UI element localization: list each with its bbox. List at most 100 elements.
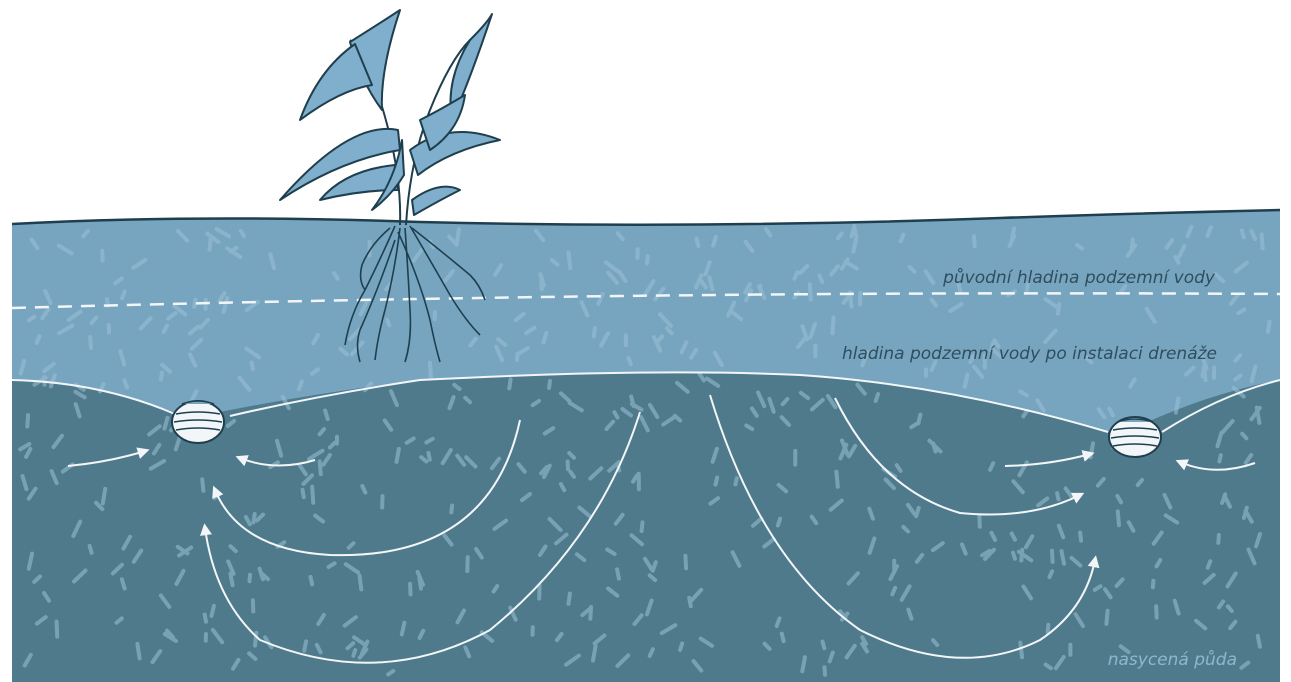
soil-texture-stroke xyxy=(898,232,906,244)
soil-texture-stroke xyxy=(121,534,133,551)
soil-texture-stroke xyxy=(1266,319,1272,334)
soil-texture-stroke xyxy=(415,569,425,587)
soil-texture-stroke xyxy=(775,516,783,528)
soil-texture-stroke xyxy=(244,299,260,313)
soil-texture-stroke xyxy=(846,571,860,586)
soil-texture-stroke xyxy=(1254,532,1262,549)
soil-texture-stroke xyxy=(332,271,340,281)
soil-texture-stroke xyxy=(564,653,581,667)
soil-texture-stroke xyxy=(647,647,655,658)
soil-texture-stroke xyxy=(1225,604,1234,613)
soil-texture-stroke xyxy=(26,486,38,501)
soil-texture-stroke xyxy=(927,438,943,454)
soil-texture-stroke xyxy=(914,552,925,564)
soil-texture-stroke xyxy=(209,603,216,618)
soil-texture-stroke xyxy=(599,331,610,348)
soil-texture-stroke xyxy=(24,446,33,459)
soil-texture-stroke xyxy=(699,279,708,290)
soil-texture-stroke xyxy=(968,354,975,364)
soil-texture-stroke xyxy=(1259,232,1265,251)
soil-texture-stroke xyxy=(605,547,617,556)
soil-texture-stroke xyxy=(613,512,625,526)
soil-texture-stroke xyxy=(547,378,552,390)
soil-texture-stroke xyxy=(1246,547,1257,566)
soil-texture-stroke xyxy=(214,227,231,239)
drained-water-table-label: hladina podzemní vody po instalaci drená… xyxy=(841,344,1217,364)
soil-texture-stroke xyxy=(807,282,813,302)
soil-texture-stroke xyxy=(566,591,572,606)
soil-texture-stroke xyxy=(756,390,767,409)
soil-texture-stroke xyxy=(554,532,569,546)
soil-texture-stroke xyxy=(254,512,266,523)
soil-texture-stroke xyxy=(659,623,678,636)
soil-texture-stroke xyxy=(800,655,807,674)
soil-texture-stroke xyxy=(165,628,175,640)
soil-texture-stroke xyxy=(1019,547,1025,563)
soil-texture-stroke xyxy=(200,477,206,493)
soil-texture-stroke xyxy=(228,245,239,254)
soil-texture-stroke xyxy=(712,350,724,367)
soil-texture-stroke xyxy=(1045,622,1051,635)
plant-icon xyxy=(279,9,501,363)
soil-texture-stroke xyxy=(779,631,786,644)
soil-texture-stroke xyxy=(860,641,870,654)
soil-texture-stroke xyxy=(798,390,811,401)
soil-texture-stroke xyxy=(492,518,509,531)
flow-arrow-icon xyxy=(212,419,521,557)
soil-texture-stroke xyxy=(988,461,996,472)
soil-texture-stroke xyxy=(424,436,435,445)
soil-texture-stroke xyxy=(428,360,433,380)
soil-texture-stroke xyxy=(687,595,693,609)
flow-arrows xyxy=(67,394,1256,664)
soil-texture-stroke xyxy=(463,645,472,659)
soil-texture-stroke xyxy=(956,281,963,294)
soil-texture-stroke xyxy=(930,541,945,553)
soil-texture-stroke xyxy=(539,465,549,476)
drained-water-table-line xyxy=(11,371,1281,433)
soil-texture-stroke xyxy=(189,337,204,351)
soil-texture-stroke xyxy=(730,550,742,568)
soil-texture-stroke xyxy=(175,544,190,556)
soil-texture-stroke xyxy=(847,443,858,459)
soil-texture-stroke xyxy=(615,653,631,668)
soil-texture-stroke xyxy=(343,562,360,575)
soil-texture-stroke xyxy=(237,375,252,392)
soil-texture-stroke xyxy=(1036,496,1050,508)
soil-texture-stroke xyxy=(1078,530,1084,543)
soil-texture-stroke xyxy=(166,311,178,321)
soil-texture-stroke xyxy=(574,552,587,563)
soil-texture-stroke xyxy=(1096,407,1107,420)
soil-texture-stroke xyxy=(658,312,673,328)
soil-texture-stroke xyxy=(691,659,704,673)
soil-texture-stroke xyxy=(705,376,721,388)
soil-texture-stroke xyxy=(34,615,48,626)
soil-texture-stroke xyxy=(758,283,764,297)
soil-texture-stroke xyxy=(655,334,665,344)
soil-texture-stroke xyxy=(639,520,645,533)
soil-texture-stroke xyxy=(275,438,284,458)
soil-texture-stroke xyxy=(160,362,172,374)
soil-texture-stroke xyxy=(382,418,394,432)
soil-texture-stroke xyxy=(253,630,259,648)
soil-texture-stroke xyxy=(247,572,252,584)
soil-texture-stroke xyxy=(351,648,358,658)
soil-texture-stroke xyxy=(66,309,83,322)
soil-texture-stroke xyxy=(508,605,518,622)
soil-texture-stroke xyxy=(1115,509,1121,528)
soil-texture-stroke xyxy=(268,252,276,270)
soil-texture-stroke xyxy=(1213,271,1226,284)
soil-texture-stroke xyxy=(419,455,429,464)
soil-texture-stroke xyxy=(1150,578,1156,590)
soil-texture-stroke xyxy=(81,228,91,239)
soil-texture-stroke xyxy=(1163,513,1180,525)
soil-texture-stroke xyxy=(32,574,42,584)
soil-texture-stroke xyxy=(385,317,392,328)
soil-texture-stroke xyxy=(1172,598,1181,616)
soil-texture-stroke xyxy=(678,641,685,652)
soil-texture-stroke xyxy=(708,496,721,506)
soil-texture-stroke xyxy=(1021,584,1033,601)
soil-texture-stroke xyxy=(883,477,896,491)
soil-texture-stroke xyxy=(357,573,364,592)
soil-texture-stroke xyxy=(1241,505,1249,520)
